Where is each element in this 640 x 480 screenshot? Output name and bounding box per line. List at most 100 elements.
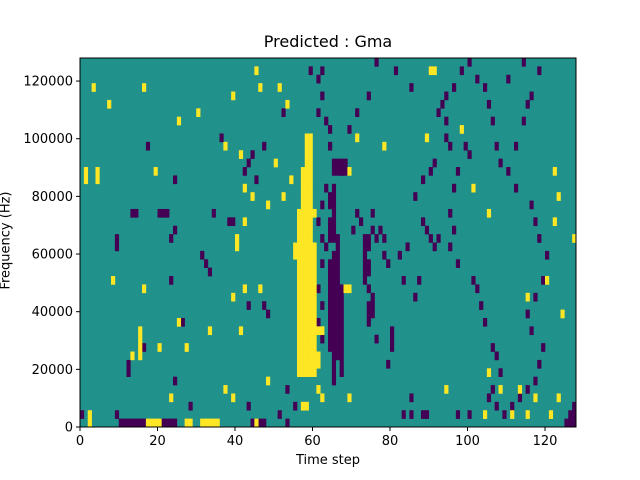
heatmap-cell-low bbox=[401, 276, 406, 285]
x-axis-label: Time step bbox=[295, 453, 361, 468]
heatmap-cell-high bbox=[572, 234, 577, 243]
heatmap-cell-low bbox=[366, 234, 371, 243]
heatmap-cell-high bbox=[304, 359, 309, 369]
heatmap-cell-low bbox=[366, 317, 371, 327]
heatmap-cell-low bbox=[421, 410, 426, 419]
heatmap-cell-high bbox=[304, 158, 309, 168]
heatmap-cell-low bbox=[471, 276, 476, 285]
heatmap-cell-low bbox=[328, 334, 333, 344]
heatmap-cell-high bbox=[304, 250, 309, 260]
heatmap-cell-low bbox=[366, 91, 371, 101]
heatmap-cell-high bbox=[300, 175, 306, 185]
heatmap-cell-low bbox=[335, 317, 340, 327]
heatmap-cell-high bbox=[300, 259, 306, 268]
heatmap-cell-low bbox=[533, 292, 538, 302]
chart-title: Predicted : Gma bbox=[263, 32, 393, 51]
x-tick-label: 60 bbox=[304, 434, 321, 449]
heatmap-cell-high bbox=[316, 351, 321, 361]
heatmap-cell-low bbox=[405, 242, 410, 252]
heatmap-cell-high bbox=[308, 292, 313, 302]
heatmap-cell-low bbox=[362, 250, 368, 260]
heatmap-cell-low bbox=[118, 418, 123, 428]
heatmap-cell-low bbox=[328, 292, 333, 302]
heatmap-cell-high bbox=[95, 167, 100, 176]
heatmap-cell-low bbox=[444, 116, 449, 126]
heatmap-cells bbox=[80, 58, 577, 428]
heatmap-cell-low bbox=[331, 225, 337, 235]
heatmap-cell-low bbox=[366, 242, 371, 252]
heatmap-cell-high bbox=[142, 83, 147, 92]
heatmap-cell-high bbox=[300, 343, 306, 352]
heatmap-cell-low bbox=[572, 410, 577, 419]
heatmap-cell-low bbox=[390, 326, 395, 336]
heatmap-cell-low bbox=[370, 309, 375, 319]
heatmap-cell-low bbox=[428, 167, 433, 176]
heatmap-cell-low bbox=[331, 309, 337, 319]
heatmap-cell-low bbox=[134, 418, 139, 428]
heatmap-cell-high bbox=[304, 175, 309, 185]
heatmap-cell-high bbox=[304, 192, 309, 201]
heatmap-cell-low bbox=[339, 158, 344, 168]
heatmap-cell-high bbox=[308, 158, 313, 168]
heatmap-cell-high bbox=[510, 410, 515, 419]
heatmap-cell-low bbox=[331, 284, 337, 294]
heatmap-cell-low bbox=[463, 141, 468, 151]
heatmap-cell-low bbox=[169, 418, 174, 428]
heatmap-cell-low bbox=[258, 418, 263, 428]
heatmap-cell-high bbox=[149, 418, 154, 428]
heatmap-cell-high bbox=[347, 393, 352, 403]
heatmap-cell-low bbox=[432, 158, 437, 168]
heatmap-cell-low bbox=[409, 83, 414, 92]
heatmap-cell-high bbox=[138, 334, 143, 344]
heatmap-cell-high bbox=[308, 368, 313, 377]
y-tick-label: 120000 bbox=[23, 75, 73, 90]
heatmap-cell-low bbox=[114, 410, 120, 419]
heatmap-cell-high bbox=[545, 276, 550, 285]
heatmap-cell-low bbox=[246, 301, 251, 310]
heatmap-cell-high bbox=[308, 334, 313, 344]
heatmap-cell-low bbox=[339, 359, 344, 369]
heatmap-cell-high bbox=[308, 200, 313, 210]
heatmap-cell-low bbox=[335, 158, 340, 168]
heatmap-cell-low bbox=[331, 351, 337, 361]
heatmap-cell-low bbox=[320, 66, 325, 76]
heatmap-cell-high bbox=[293, 250, 298, 260]
heatmap-cell-high bbox=[308, 317, 313, 327]
heatmap-cell-high bbox=[83, 167, 89, 176]
heatmap-cell-low bbox=[293, 401, 298, 411]
heatmap-cell-low bbox=[370, 301, 375, 310]
heatmap-cell-high bbox=[459, 125, 464, 134]
heatmap-cell-low bbox=[335, 326, 340, 336]
heatmap-cell-low bbox=[328, 200, 333, 210]
heatmap-cell-high bbox=[308, 343, 313, 352]
heatmap-cell-high bbox=[300, 225, 306, 235]
heatmap-cell-high bbox=[308, 133, 313, 143]
heatmap-cell-high bbox=[312, 242, 317, 252]
heatmap-cell-low bbox=[452, 83, 457, 92]
heatmap-cell-low bbox=[359, 217, 364, 227]
heatmap-cell-low bbox=[331, 158, 337, 168]
heatmap-cell-low bbox=[339, 317, 344, 327]
heatmap-cell-high bbox=[424, 133, 430, 143]
heatmap-cell-low bbox=[207, 267, 213, 277]
heatmap-cell-high bbox=[196, 108, 201, 118]
heatmap-cell-low bbox=[335, 309, 340, 319]
heatmap-cell-low bbox=[339, 292, 344, 302]
heatmap-cell-high bbox=[560, 309, 565, 319]
heatmap-cell-low bbox=[173, 418, 178, 428]
heatmap-cell-low bbox=[331, 208, 337, 218]
heatmap-cell-low bbox=[165, 418, 170, 428]
heatmap-cell-high bbox=[266, 376, 271, 386]
heatmap-cell-low bbox=[331, 359, 337, 369]
heatmap-cell-low bbox=[452, 183, 457, 193]
heatmap-cell-low bbox=[335, 292, 340, 302]
heatmap-cell-low bbox=[533, 376, 538, 386]
heatmap-cell-high bbox=[138, 351, 143, 361]
heatmap-cell-low bbox=[173, 225, 178, 235]
heatmap-cell-high bbox=[297, 250, 302, 260]
heatmap-cell-low bbox=[366, 309, 371, 319]
y-tick-label: 40000 bbox=[32, 305, 73, 320]
heatmap-cell-high bbox=[347, 167, 352, 176]
heatmap-cell-low bbox=[316, 217, 321, 227]
plot-frame bbox=[79, 57, 577, 428]
